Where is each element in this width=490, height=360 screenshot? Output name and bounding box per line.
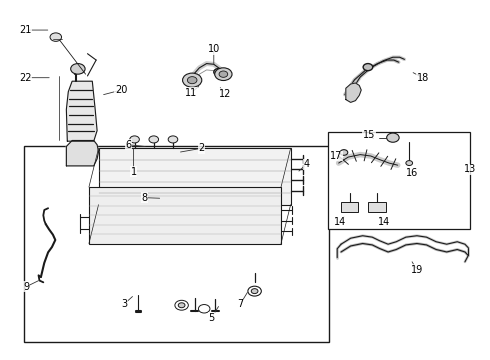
Circle shape: [187, 77, 197, 84]
Circle shape: [189, 76, 198, 83]
Bar: [89, 187, 281, 243]
Circle shape: [130, 136, 139, 143]
Text: 21: 21: [19, 25, 31, 35]
Circle shape: [71, 64, 85, 74]
Text: 4: 4: [303, 159, 310, 169]
Text: 17: 17: [330, 151, 343, 161]
Text: 14: 14: [378, 217, 391, 227]
Text: 13: 13: [464, 165, 476, 174]
Text: 6: 6: [126, 140, 132, 150]
Polygon shape: [66, 81, 97, 141]
Circle shape: [219, 71, 228, 77]
Text: 16: 16: [406, 168, 418, 178]
Circle shape: [215, 68, 232, 81]
Circle shape: [50, 33, 62, 41]
Circle shape: [168, 136, 178, 143]
Polygon shape: [346, 83, 361, 102]
Text: 5: 5: [208, 312, 215, 323]
Circle shape: [183, 73, 202, 87]
Bar: [341, 202, 358, 212]
Bar: [368, 202, 386, 212]
Circle shape: [149, 136, 159, 143]
Circle shape: [251, 289, 258, 294]
Text: 19: 19: [411, 265, 423, 275]
Bar: [98, 148, 291, 205]
Text: 8: 8: [141, 193, 147, 203]
Text: 11: 11: [185, 87, 197, 98]
Circle shape: [387, 133, 399, 142]
Text: 14: 14: [334, 217, 346, 227]
Text: 1: 1: [130, 167, 137, 176]
Text: 15: 15: [363, 130, 375, 140]
Polygon shape: [66, 140, 98, 166]
Text: 18: 18: [416, 73, 429, 83]
Bar: [24, 147, 329, 342]
Text: 9: 9: [24, 282, 29, 292]
Bar: [328, 132, 470, 229]
Circle shape: [340, 150, 348, 155]
Circle shape: [406, 161, 413, 166]
Text: 7: 7: [237, 299, 244, 309]
Text: 10: 10: [208, 45, 220, 54]
Circle shape: [214, 68, 223, 76]
Text: 2: 2: [198, 143, 205, 153]
Text: 22: 22: [19, 73, 31, 83]
Text: 20: 20: [115, 85, 127, 95]
Circle shape: [178, 303, 185, 308]
Circle shape: [363, 64, 373, 71]
Text: 3: 3: [121, 299, 127, 309]
Text: 12: 12: [219, 89, 231, 99]
